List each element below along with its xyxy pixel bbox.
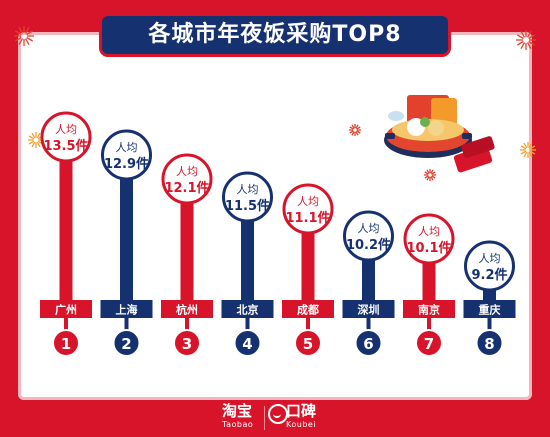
rank-label: 8 — [484, 335, 494, 353]
category-strip — [282, 300, 334, 318]
category-strip — [403, 300, 455, 318]
category-label: 北京 — [237, 303, 259, 317]
rank-badge — [112, 329, 141, 357]
data-label: 10.2件 — [346, 237, 391, 253]
koubei-logo: 口碑 Koubei — [286, 403, 316, 430]
firework-icon — [520, 142, 536, 158]
koubei-name-en: Koubei — [286, 420, 317, 429]
koubei-smile-icon — [268, 404, 288, 424]
category-strip — [161, 300, 213, 318]
rank-badge — [233, 329, 262, 357]
hotpot-illustration — [384, 95, 495, 173]
category-strip — [221, 300, 274, 318]
category-label: 广州 — [55, 303, 77, 317]
bar — [301, 231, 315, 300]
footer-divider — [264, 406, 265, 430]
data-label: 10.1件 — [406, 240, 451, 256]
category-label: 重庆 — [479, 303, 501, 317]
category-label: 深圳 — [358, 303, 380, 317]
bar — [59, 159, 73, 300]
label-prefix: 人均 — [479, 252, 501, 265]
value-bubble — [40, 111, 92, 163]
bar — [422, 261, 436, 300]
taobao-name: 淘宝 — [222, 402, 253, 420]
value-bubble — [464, 240, 515, 292]
rank-label: 7 — [424, 335, 434, 353]
taobao-logo: 淘宝 Taobao — [222, 403, 253, 430]
rank-label: 6 — [363, 335, 373, 353]
bar — [120, 177, 133, 300]
rank-badge — [415, 329, 443, 357]
data-label: 12.1件 — [164, 180, 209, 196]
firework-icon — [424, 169, 436, 181]
category-label: 杭州 — [176, 303, 198, 317]
firework-icon — [14, 26, 34, 46]
data-label: 9.2件 — [471, 267, 507, 283]
rank-badge — [52, 329, 80, 357]
rank-label: 2 — [121, 335, 131, 353]
data-label: 13.5件 — [43, 138, 88, 154]
rank-badge — [294, 329, 322, 357]
value-bubble — [403, 213, 455, 265]
rank-badge — [475, 329, 504, 357]
rank-badge — [354, 329, 383, 357]
label-prefix: 人均 — [116, 141, 138, 154]
label-prefix: 人均 — [418, 225, 440, 238]
bar — [180, 201, 194, 300]
category-strip — [342, 300, 395, 318]
value-bubble — [343, 210, 394, 262]
label-prefix: 人均 — [237, 183, 259, 196]
category-label: 上海 — [116, 303, 138, 317]
rank-badge — [173, 329, 201, 357]
footer: 淘宝 Taobao 口碑 Koubei — [0, 400, 550, 437]
category-strip — [100, 300, 153, 318]
title-banner: 各城市年夜饭采购TOP8 — [102, 8, 448, 66]
label-prefix: 人均 — [55, 123, 77, 136]
category-label: 南京 — [418, 303, 440, 317]
label-prefix: 人均 — [297, 195, 319, 208]
bar — [241, 219, 254, 300]
label-prefix: 人均 — [176, 165, 198, 178]
category-strip — [40, 300, 92, 318]
bar — [362, 258, 375, 300]
title-bar — [102, 16, 448, 54]
data-label: 11.5件 — [225, 198, 270, 214]
rank-label: 5 — [303, 335, 313, 353]
rank-label: 1 — [61, 335, 71, 353]
rank-label: 3 — [182, 335, 192, 353]
value-bubble — [161, 153, 213, 205]
firework-icon — [349, 124, 361, 136]
chart-title: 各城市年夜饭采购TOP8 — [148, 22, 402, 47]
category-label: 成都 — [297, 303, 319, 317]
value-bubble — [101, 129, 152, 181]
label-prefix: 人均 — [358, 222, 380, 235]
category-strip — [463, 300, 516, 318]
value-bubble — [282, 183, 334, 235]
chart-panel — [18, 32, 532, 400]
firework-icon — [516, 30, 536, 50]
koubei-name: 口碑 — [286, 402, 317, 420]
rank-label: 4 — [242, 335, 252, 353]
value-bubble — [222, 171, 273, 223]
taobao-name-en: Taobao — [222, 420, 254, 429]
data-label: 11.1件 — [285, 210, 330, 226]
data-label: 12.9件 — [104, 156, 149, 172]
